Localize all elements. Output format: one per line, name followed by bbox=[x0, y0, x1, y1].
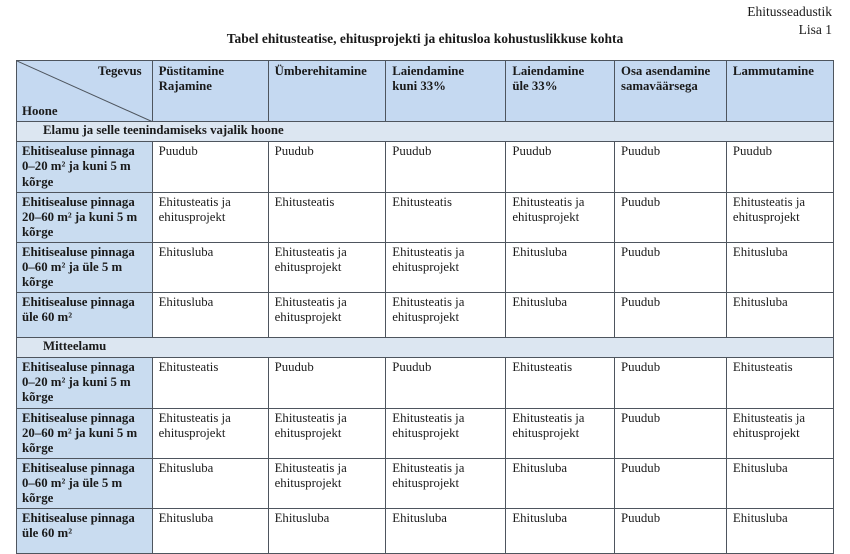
table-cell: Ehitusluba bbox=[505, 457, 615, 510]
corner-label-hoone: Hoone bbox=[22, 104, 58, 119]
table-row: Ehitisealuse pinnaga 20–60 m² ja kuni 5 … bbox=[16, 407, 835, 459]
column-header-pystitamine: Püstitamine Rajamine bbox=[151, 59, 269, 123]
page-corner-reference: Ehitusseadustik Lisa 1 bbox=[747, 3, 832, 38]
table-cell: Puudub bbox=[385, 141, 507, 193]
table-cell: Ehitusluba bbox=[505, 241, 615, 294]
column-header-laiendamine-kuni-33: Laiendamine kuni 33% bbox=[385, 59, 507, 123]
table-cell: Ehitusteatis ja ehitusprojekt bbox=[267, 457, 387, 510]
table-cell: Ehitusteatis bbox=[505, 357, 615, 409]
table-cell: Ehitusteatis ja ehitusprojekt bbox=[725, 407, 835, 459]
table-row: Ehitisealuse pinnaga 0–60 m² ja üle 5 m … bbox=[16, 457, 835, 510]
row-label: Ehitisealuse pinnaga üle 60 m² bbox=[16, 508, 153, 554]
section-title: Elamu ja selle teenindamiseks vajalik ho… bbox=[16, 121, 834, 143]
table-cell: Ehitusteatis bbox=[267, 191, 387, 243]
table-cell: Puudub bbox=[725, 141, 835, 193]
table-cell: Ehitusteatis bbox=[151, 357, 269, 409]
table-cell: Puudub bbox=[505, 141, 615, 193]
column-header-laiendamine-yle-33: Laiendamine üle 33% bbox=[505, 59, 615, 123]
column-header-ymberehitamine: Ümberehitamine bbox=[267, 59, 387, 123]
table-cell: Puudub bbox=[614, 292, 727, 339]
header-row: Tegevus Hoone Püstitamine Rajamine Ümber… bbox=[16, 59, 835, 123]
table-cell: Puudub bbox=[614, 407, 727, 459]
table-cell: Ehitusluba bbox=[725, 457, 835, 510]
section-title: Mitteelamu bbox=[16, 337, 834, 359]
table-cell: Ehitusteatis ja ehitusprojekt bbox=[385, 407, 507, 459]
row-label: Ehitisealuse pinnaga üle 60 m² bbox=[16, 292, 153, 339]
table-cell: Ehitusteatis ja ehitusprojekt bbox=[151, 407, 269, 459]
table-cell: Puudub bbox=[267, 357, 387, 409]
corner-label-tegevus: Tegevus bbox=[97, 64, 142, 78]
table-cell: Puudub bbox=[151, 141, 269, 193]
corner-reference-line2: Lisa 1 bbox=[798, 21, 832, 37]
table-cell: Ehitusteatis ja ehitusprojekt bbox=[505, 407, 615, 459]
table-row: Ehitisealuse pinnaga 0–60 m² ja üle 5 m … bbox=[16, 241, 835, 294]
table-cell: Ehitusluba bbox=[505, 508, 615, 554]
table-row: Ehitisealuse pinnaga 20–60 m² ja kuni 5 … bbox=[16, 191, 835, 243]
table-cell: Ehitusteatis ja ehitusprojekt bbox=[267, 241, 387, 294]
table-cell: Puudub bbox=[614, 357, 727, 409]
row-label: Ehitisealuse pinnaga 0–60 m² ja üle 5 m … bbox=[16, 457, 153, 510]
row-label: Ehitisealuse pinnaga 20–60 m² ja kuni 5 … bbox=[16, 407, 153, 459]
table-cell: Ehitusteatis ja ehitusprojekt bbox=[267, 292, 387, 339]
table-cell: Ehitusteatis ja ehitusprojekt bbox=[151, 191, 269, 243]
diagonal-divider-line bbox=[17, 61, 152, 121]
table-row: Ehitisealuse pinnaga 0–20 m² ja kuni 5 m… bbox=[16, 141, 835, 193]
table-cell: Ehitusteatis ja ehitusprojekt bbox=[385, 457, 507, 510]
table-cell: Ehitusluba bbox=[725, 241, 835, 294]
table-cell: Puudub bbox=[385, 357, 507, 409]
table-cell: Puudub bbox=[614, 241, 727, 294]
table-cell: Ehitusteatis ja ehitusprojekt bbox=[505, 191, 615, 243]
table-cell: Puudub bbox=[267, 141, 387, 193]
table-title: Tabel ehitusteatise, ehitusprojekti ja e… bbox=[226, 31, 624, 46]
table-cell: Puudub bbox=[614, 191, 727, 243]
row-label: Ehitisealuse pinnaga 20–60 m² ja kuni 5 … bbox=[16, 191, 153, 243]
obligations-table: Tegevus Hoone Püstitamine Rajamine Ümber… bbox=[16, 59, 835, 554]
table-cell: Ehitusluba bbox=[725, 292, 835, 339]
table-cell: Puudub bbox=[614, 508, 727, 554]
table-cell: Ehitusluba bbox=[151, 241, 269, 294]
row-label: Ehitisealuse pinnaga 0–20 m² ja kuni 5 m… bbox=[16, 357, 153, 409]
table-cell: Puudub bbox=[614, 141, 727, 193]
table-row: Ehitisealuse pinnaga üle 60 m² Ehitusluba… bbox=[16, 508, 835, 554]
table-cell: Ehitusluba bbox=[151, 292, 269, 339]
table-cell: Puudub bbox=[614, 457, 727, 510]
table-cell: Ehitusluba bbox=[151, 508, 269, 554]
row-label: Ehitisealuse pinnaga 0–60 m² ja üle 5 m … bbox=[16, 241, 153, 294]
table-cell: Ehitusluba bbox=[725, 508, 835, 554]
section-row: Mitteelamu bbox=[16, 337, 834, 359]
corner-header-cell: Tegevus Hoone bbox=[16, 59, 153, 123]
table-cell: Ehitusluba bbox=[151, 457, 269, 510]
document-page: Ehitusseadustik Lisa 1 Tabel ehitusteati… bbox=[16, 3, 835, 554]
table-cell: Ehitusluba bbox=[385, 508, 507, 554]
table-cell: Ehitusteatis ja ehitusprojekt bbox=[267, 407, 387, 459]
table-cell: Ehitusteatis ja ehitusprojekt bbox=[385, 292, 507, 339]
table-cell: Ehitusteatis bbox=[725, 357, 835, 409]
corner-reference-line1: Ehitusseadustik bbox=[747, 4, 832, 19]
row-label: Ehitisealuse pinnaga 0–20 m² ja kuni 5 m… bbox=[16, 141, 153, 193]
table-cell: Ehitusteatis ja ehitusprojekt bbox=[725, 191, 835, 243]
section-row: Elamu ja selle teenindamiseks vajalik ho… bbox=[16, 121, 834, 143]
table-row: Ehitisealuse pinnaga üle 60 m² Ehitusluba… bbox=[16, 292, 835, 339]
table-cell: Ehitusluba bbox=[267, 508, 387, 554]
column-header-lammutamine: Lammutamine bbox=[725, 59, 835, 123]
table-cell: Ehitusluba bbox=[505, 292, 615, 339]
table-cell: Ehitusteatis ja ehitusprojekt bbox=[385, 241, 507, 294]
table-row: Ehitisealuse pinnaga 0–20 m² ja kuni 5 m… bbox=[16, 357, 835, 409]
table-cell: Ehitusteatis bbox=[385, 191, 507, 243]
column-header-osa-asendamine: Osa asendamine samaväärsega bbox=[614, 59, 727, 123]
